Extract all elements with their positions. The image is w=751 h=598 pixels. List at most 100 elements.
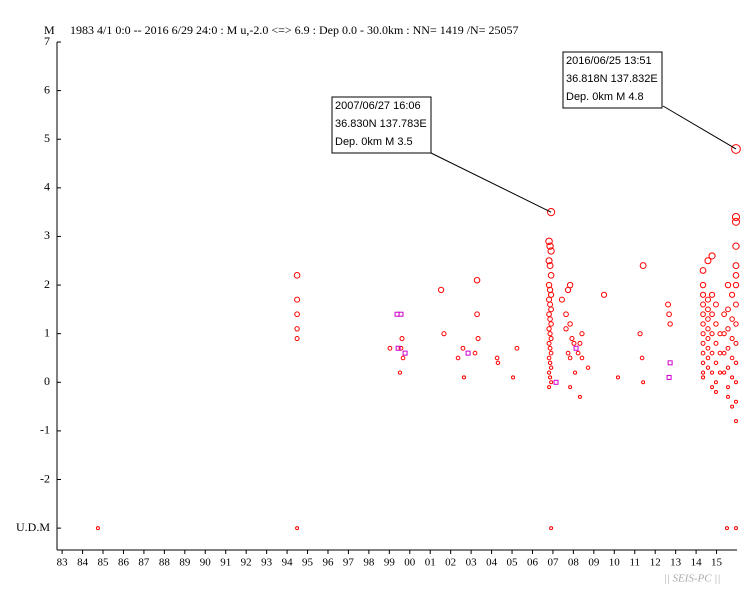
point (397, 370, 403, 375)
point (721, 350, 727, 356)
point (700, 301, 707, 308)
point (639, 355, 645, 361)
point (724, 526, 729, 531)
point (639, 262, 647, 270)
point (547, 345, 553, 351)
x-tick-label: 84 (77, 557, 89, 569)
point (731, 217, 740, 226)
point (709, 311, 715, 318)
point (705, 326, 711, 332)
point (563, 311, 569, 318)
point (545, 237, 553, 246)
y-tick-label: U.D.M (16, 520, 50, 534)
x-tick-label: 13 (670, 557, 682, 569)
point (395, 345, 401, 351)
point (699, 267, 707, 274)
point (699, 291, 707, 298)
point (709, 370, 715, 375)
point (567, 355, 573, 361)
y-tick-label: 6 (44, 82, 50, 96)
point (700, 375, 706, 380)
point (730, 404, 735, 409)
point (729, 335, 735, 342)
point (472, 350, 478, 356)
point (546, 242, 554, 250)
point (700, 360, 706, 366)
point (725, 345, 731, 351)
point (641, 380, 646, 385)
point (548, 306, 554, 313)
x-tick-label: 15 (711, 557, 723, 569)
point (667, 321, 673, 327)
point (461, 375, 467, 380)
x-tick-label: 08 (568, 557, 580, 569)
point (549, 380, 554, 385)
point (713, 321, 719, 327)
annotation: 2016/06/25 13:51 36.818N 137.832E Dep. 0km… (562, 51, 737, 150)
point (563, 326, 569, 332)
x-tick-label: 02 (445, 557, 456, 569)
point (572, 370, 578, 375)
point (732, 262, 740, 270)
point (731, 212, 741, 222)
annotation-text: Dep. 0km M 3.5 (335, 136, 413, 148)
y-tick-label: 2 (44, 277, 50, 291)
y-tick-label: 1 (44, 325, 50, 339)
point (398, 345, 404, 351)
point (294, 311, 300, 318)
x-tick-label: 12 (650, 557, 661, 569)
x-tick-label: 92 (241, 557, 252, 569)
x-tick-label: 96 (322, 557, 334, 569)
annotation-text: 36.818N 137.832E (566, 73, 658, 85)
point (733, 419, 738, 424)
point (705, 306, 711, 313)
x-tick-label: 90 (200, 557, 212, 569)
point (700, 340, 706, 346)
annotation-text: 2007/06/27 16:06 (335, 100, 421, 112)
point (729, 291, 736, 298)
point (511, 375, 516, 380)
x-tick-label: 85 (98, 557, 110, 569)
point (575, 350, 581, 356)
y-tick-label: 7 (44, 34, 50, 48)
point (708, 252, 716, 260)
x-tick-label: 95 (302, 557, 314, 569)
point (733, 360, 739, 366)
point (549, 526, 554, 531)
point (558, 296, 565, 303)
point (725, 365, 731, 370)
point (294, 335, 300, 342)
x-tick-label: 09 (588, 557, 600, 569)
point (700, 321, 706, 327)
annotation-text: 36.830N 137.783E (335, 118, 427, 130)
point (733, 340, 739, 346)
point (731, 144, 741, 154)
point (548, 365, 554, 370)
annotation-text: 2016/06/25 13:51 (566, 55, 652, 67)
point (637, 331, 643, 337)
point (548, 291, 555, 298)
point (473, 276, 481, 284)
point (732, 242, 740, 250)
point (709, 331, 715, 337)
point (666, 311, 672, 318)
point (577, 340, 583, 346)
point (729, 316, 735, 322)
point (733, 301, 739, 308)
leader-line (662, 105, 737, 150)
point (565, 350, 571, 356)
point (546, 296, 553, 303)
point (666, 374, 672, 380)
point (733, 380, 738, 385)
x-tick-label: 11 (629, 557, 640, 569)
annotation: 2007/06/27 16:06 36.830N 137.783E Dep. 0km… (331, 96, 552, 213)
point (573, 345, 579, 351)
point (577, 394, 582, 399)
x-tick-label: 10 (609, 557, 621, 569)
annotation-text: Dep. 0km M 4.8 (566, 91, 644, 103)
point (293, 272, 301, 279)
y-tick-label: 4 (44, 180, 50, 194)
point (721, 370, 727, 375)
point (732, 272, 740, 279)
